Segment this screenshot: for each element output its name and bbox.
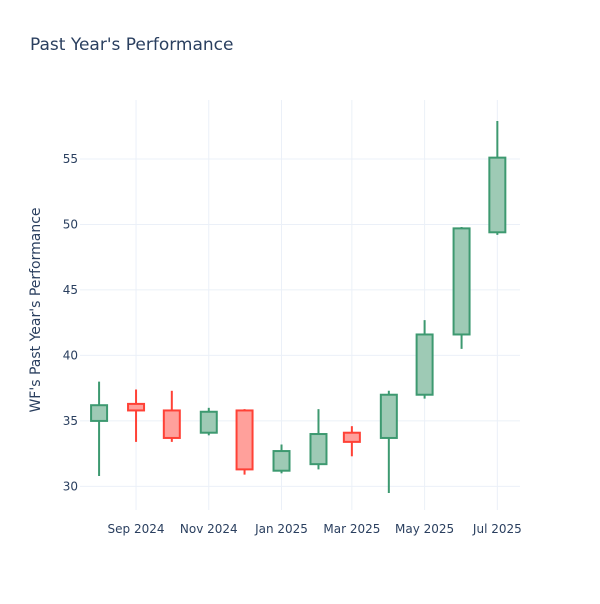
x-tick-label: May 2025 [395,522,454,536]
x-tick-label: Jul 2025 [472,522,522,536]
candle-decreasing[interactable] [127,389,146,442]
candle-body [379,393,398,439]
candle-increasing[interactable] [452,227,471,349]
candle-body [272,450,291,472]
candle-increasing[interactable] [488,120,507,235]
candle-increasing[interactable] [309,409,328,470]
candle-body [309,433,328,466]
x-tick-label: Sep 2024 [108,522,165,536]
candle-decreasing[interactable] [342,426,361,457]
y-tick-label: 55 [63,152,78,166]
y-tick-label: 50 [63,217,78,231]
axis-layer: 30 35 40 45 50 55 Sep 2024 Nov 2024 Jan 2025 Mar … [63,152,522,536]
x-tick-label: Jan 2025 [254,522,308,536]
candle-increasing[interactable] [199,407,218,436]
chart-title: Past Year's Performance [30,35,234,55]
candle-body [127,402,146,412]
candle-body [452,227,471,336]
y-tick-label: 45 [63,283,78,297]
candle-increasing[interactable] [272,444,291,474]
x-tick-label: Nov 2024 [180,522,238,536]
candle-body [235,409,254,471]
candle-increasing[interactable] [379,390,398,493]
candle-decreasing[interactable] [235,409,254,475]
candle-body [90,404,109,422]
y-tick-label: 35 [63,414,78,428]
candle-body [415,333,434,396]
candle-layer [90,120,507,493]
x-tick-label: Mar 2025 [323,522,380,536]
candle-body [199,410,218,434]
candle-decreasing[interactable] [162,390,181,442]
y-tick-label: 30 [63,479,78,493]
candle-increasing[interactable] [90,381,109,476]
candle-body [342,431,361,443]
candle-body [162,409,181,439]
y-axis-label: WF's Past Year's Performance [28,207,44,412]
y-tick-label: 40 [63,348,78,362]
candle-increasing[interactable] [415,320,434,399]
candle-body [488,156,507,234]
